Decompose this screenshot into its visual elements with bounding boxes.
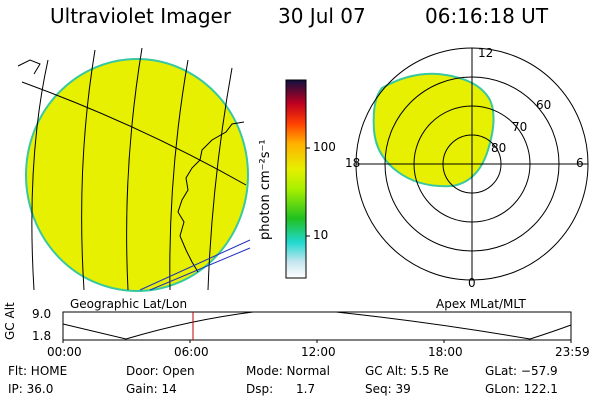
colorbar-unit-label: photon cm⁻²s⁻¹ bbox=[258, 139, 273, 240]
altitude-y-max: 9.0 bbox=[32, 307, 52, 321]
altitude-plot-frame bbox=[62, 311, 572, 341]
meridian-line bbox=[81, 49, 96, 291]
info-ip: IP: 36.0 bbox=[8, 382, 54, 396]
info-gain: Gain: 14 bbox=[126, 382, 177, 396]
mlt-label-12: 12 bbox=[478, 46, 494, 60]
info-flight: Flt: HOME bbox=[8, 364, 68, 378]
meridian-line bbox=[126, 47, 143, 291]
info-glat: GLat: −57.9 bbox=[485, 364, 558, 378]
meridian-line bbox=[207, 67, 233, 291]
latitude-line bbox=[21, 81, 247, 186]
info-dsp: Dsp: 1.7 bbox=[246, 382, 316, 396]
altitude-x-tick-label: 12:00 bbox=[301, 345, 336, 359]
colorbar bbox=[285, 79, 310, 279]
coastline bbox=[177, 121, 245, 273]
meridian-line bbox=[31, 59, 49, 291]
altitude-y-axis-label: GC Alt bbox=[3, 302, 17, 340]
altitude-curve bbox=[62, 311, 572, 340]
colorbar-gradient bbox=[285, 79, 307, 279]
lat-label-70: 70 bbox=[512, 120, 528, 134]
altitude-y-min: 1.8 bbox=[32, 329, 52, 343]
instrument-title: Ultraviolet Imager bbox=[50, 4, 232, 28]
geographic-panel-label: Geographic Lat/Lon bbox=[70, 297, 188, 311]
lat-label-80: 80 bbox=[491, 141, 507, 155]
geographic-image bbox=[17, 47, 251, 292]
colorbar-tick-100: 100 bbox=[313, 140, 336, 154]
coastline-fragment bbox=[17, 59, 41, 75]
info-gc-alt: GC Alt: 5.5 Re bbox=[365, 364, 449, 378]
time-label: 06:16:18 UT bbox=[425, 4, 549, 28]
altitude-plot bbox=[62, 311, 572, 343]
info-door: Door: Open bbox=[126, 364, 195, 378]
info-glon: GLon: 122.1 bbox=[485, 382, 558, 396]
altitude-x-tick-label: 18:00 bbox=[428, 345, 463, 359]
mlt-label-0: 0 bbox=[468, 276, 476, 290]
colorbar-tick-10: 10 bbox=[313, 228, 329, 242]
polar-plot bbox=[355, 47, 589, 281]
date-label: 30 Jul 07 bbox=[278, 4, 366, 28]
polar-panel-label: Apex MLat/MLT bbox=[436, 297, 526, 311]
mlt-label-6: 6 bbox=[576, 156, 584, 170]
meridian-line bbox=[169, 59, 189, 291]
satellite-track bbox=[139, 239, 251, 291]
lat-label-60: 60 bbox=[536, 98, 552, 112]
altitude-x-tick-label: 23:59 bbox=[555, 345, 590, 359]
mlt-label-18: 18 bbox=[345, 156, 361, 170]
aurora-region-polar bbox=[372, 72, 495, 188]
altitude-x-tick-label: 06:00 bbox=[174, 345, 209, 359]
satellite-track bbox=[149, 247, 251, 291]
info-mode: Mode: Normal bbox=[246, 364, 330, 378]
info-seq: Seq: 39 bbox=[365, 382, 411, 396]
altitude-x-tick-label: 00:00 bbox=[47, 345, 82, 359]
